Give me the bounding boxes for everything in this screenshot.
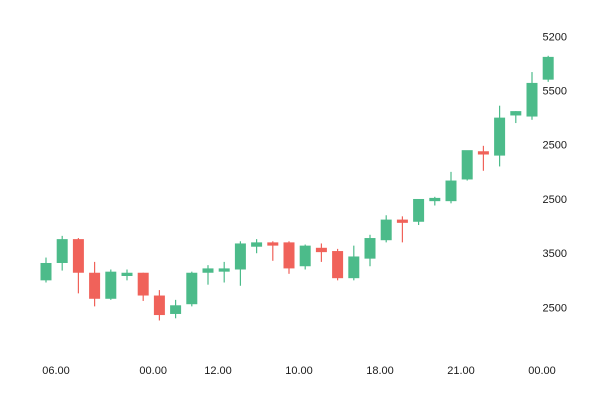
candle [234, 241, 246, 286]
x-tick-label: 00.00 [139, 365, 167, 377]
x-tick-label: 18.00 [366, 365, 394, 377]
candle [510, 111, 522, 124]
candle-body-up [299, 245, 311, 267]
candle [251, 239, 263, 254]
candles-layer [40, 55, 554, 321]
candle [477, 145, 489, 171]
candle-body-down [332, 251, 344, 279]
y-axis-tick-labels: 5200 5500 2500 2500 3500 2500 [543, 31, 567, 314]
candle [89, 261, 101, 307]
candle-body-up [445, 180, 457, 202]
candle-body-up [202, 268, 214, 273]
candle [315, 243, 327, 262]
candle-body-up [510, 111, 522, 116]
candle-body-down [89, 272, 101, 299]
candle-body-up [494, 117, 506, 156]
x-tick-label: 21.00 [447, 365, 475, 377]
candle [332, 248, 344, 281]
candle [186, 271, 198, 307]
candle-body-up [121, 272, 133, 276]
candle [429, 196, 441, 206]
candle [267, 241, 279, 261]
candle-body-up [251, 242, 263, 247]
candle [121, 269, 133, 281]
candle [56, 235, 68, 271]
candle [72, 238, 84, 294]
candle-body-up [413, 198, 425, 222]
y-tick-label: 5200 [543, 31, 567, 43]
candle-body-up [218, 268, 230, 272]
candle [413, 198, 425, 226]
candle-body-down [153, 295, 165, 316]
y-tick-label: 5500 [543, 86, 567, 98]
candle [40, 257, 52, 283]
candle-body-down [477, 151, 489, 155]
candle-body-up [380, 219, 392, 241]
candle-body-up [56, 239, 68, 263]
candle-body-down [137, 272, 149, 296]
x-tick-label: 12.00 [204, 365, 232, 377]
candle-body-up [170, 305, 182, 314]
candle [218, 261, 230, 283]
candle-body-up [40, 262, 52, 281]
candle [299, 244, 311, 270]
y-tick-label: 2500 [543, 194, 567, 206]
candle [461, 150, 473, 181]
candle [494, 105, 506, 167]
candle [526, 72, 538, 120]
candle [170, 299, 182, 319]
candle [364, 234, 376, 267]
candle [153, 290, 165, 321]
candle [137, 272, 149, 301]
candle [105, 269, 117, 300]
candle [348, 245, 360, 281]
x-tick-label: 00.00 [528, 365, 556, 377]
candle-body-up [429, 197, 441, 202]
y-tick-label: 2500 [543, 140, 567, 152]
candle-body-down [72, 239, 84, 273]
candle-body-down [396, 219, 408, 223]
candle [202, 265, 214, 285]
candle-body-up [105, 271, 117, 299]
y-tick-label: 3500 [543, 248, 567, 260]
candle-body-up [364, 238, 376, 259]
candle [283, 241, 295, 274]
candle [445, 171, 457, 204]
candle-body-up [348, 256, 360, 279]
x-axis-tick-labels: 06.00 00.00 12.00 10.00 18.00 21.00 00.00 [42, 365, 556, 377]
x-tick-label: 06.00 [42, 365, 70, 377]
candle-body-up [542, 56, 554, 80]
y-tick-label: 2500 [543, 302, 567, 314]
candle-body-up [461, 150, 473, 180]
candle [396, 216, 408, 243]
x-tick-label: 10.00 [285, 365, 313, 377]
candle [542, 55, 554, 82]
candle-body-down [267, 242, 279, 246]
candle-body-down [283, 242, 295, 269]
candle-body-down [315, 247, 327, 253]
candle-body-up [526, 82, 538, 117]
candle-body-up [234, 243, 246, 270]
candle [380, 215, 392, 243]
candle-body-up [186, 272, 198, 305]
